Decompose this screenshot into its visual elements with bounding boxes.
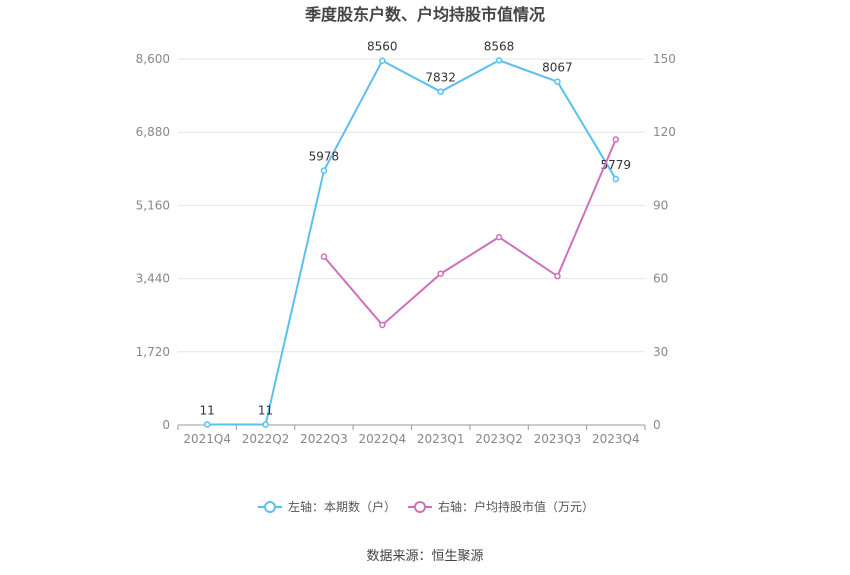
data-point-left [437, 88, 444, 95]
legend-label-left: 左轴：本期数（户） [288, 499, 396, 514]
data-label: 8560 [367, 40, 398, 54]
x-tick-label: 2022Q3 [300, 432, 348, 446]
x-tick-label: 2022Q2 [242, 432, 290, 446]
x-tick-label: 2023Q3 [534, 432, 582, 446]
data-point-left [262, 421, 269, 428]
chart-title: 季度股东户数、户均持股市值情况 [304, 5, 545, 24]
data-point-right [495, 233, 503, 241]
legend-label-right: 右轴：户均持股市值（万元） [438, 499, 594, 514]
left-tick-label: 0 [162, 418, 170, 432]
data-label: 5978 [309, 150, 340, 164]
data-point-left [495, 57, 503, 64]
right-tick-label: 150 [653, 52, 676, 66]
left-tick-label: 5,160 [136, 198, 170, 212]
series-line-left [207, 59, 617, 426]
data-label: 11 [258, 404, 273, 418]
left-tick-label: 8,600 [136, 52, 170, 66]
data-point-right [437, 270, 444, 277]
series-group: 11 11 5978 8560 7832 8568 8067 5779 [200, 39, 632, 428]
left-tick-label: 6,880 [136, 125, 170, 139]
data-point-left [320, 167, 328, 174]
right-axis: 0 30 60 90 120 150 [653, 52, 676, 432]
x-tick-label: 2021Q4 [183, 432, 231, 446]
data-point-left [379, 57, 386, 64]
data-label: 8568 [484, 39, 515, 53]
left-axis: 0 1,720 3,440 5,160 6,880 8,600 [136, 52, 170, 432]
data-point-right [379, 321, 386, 329]
legend-item-left[interactable]: 左轴：本期数（户） [258, 499, 396, 514]
x-axis: 2021Q4 2022Q2 2022Q3 2022Q4 2023Q1 2023Q2 2023… [177, 425, 646, 446]
legend-item-right[interactable]: 右轴：户均持股市值（万元） [408, 499, 594, 514]
right-tick-label: 0 [653, 418, 661, 432]
left-tick-label: 3,440 [136, 272, 170, 286]
right-tick-label: 60 [653, 272, 668, 286]
data-point-right [554, 272, 561, 280]
data-label: 11 [200, 404, 215, 418]
x-tick-label: 2023Q2 [475, 432, 523, 446]
data-point-left [203, 421, 211, 428]
data-point-right [612, 136, 620, 143]
series-line-right [323, 139, 617, 327]
data-label: 5779 [601, 158, 632, 172]
x-tick-label: 2023Q4 [592, 432, 640, 446]
left-tick-label: 1,720 [136, 345, 170, 359]
data-point-left [554, 78, 561, 85]
x-tick-label: 2023Q1 [417, 432, 465, 446]
data-label: 8067 [542, 61, 573, 75]
right-tick-label: 90 [653, 198, 668, 212]
source-note: 数据来源：恒生聚源 [366, 549, 483, 564]
legend[interactable]: 左轴：本期数（户） 右轴：户均持股市值（万元） [258, 499, 594, 514]
right-tick-label: 30 [653, 345, 668, 359]
grid [178, 58, 645, 426]
data-point-left [612, 175, 620, 183]
x-tick-label: 2022Q4 [359, 432, 407, 446]
data-point-right [320, 253, 328, 260]
right-tick-label: 120 [653, 125, 676, 139]
data-label: 7832 [425, 71, 456, 85]
